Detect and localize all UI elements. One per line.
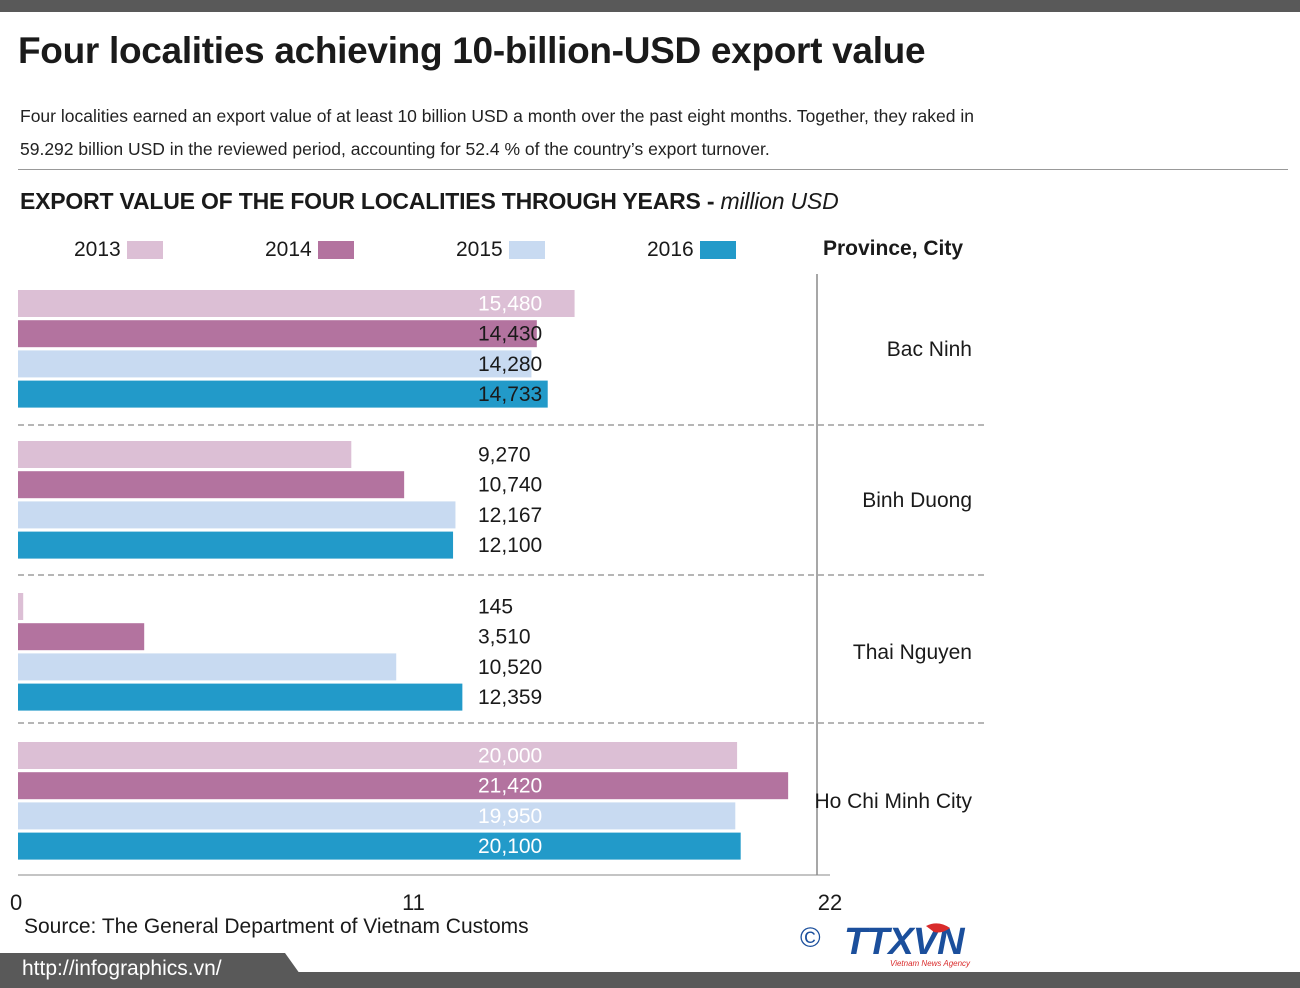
- bar-2013: [18, 742, 738, 769]
- chart-title-separator: -: [706, 188, 715, 214]
- logo-tagline: Vietnam News Agency: [890, 959, 971, 968]
- category-label: Bac Ninh: [887, 338, 972, 361]
- bar-2015: [18, 802, 736, 830]
- bar-2015: [18, 501, 456, 529]
- legend-item-2014: 2014: [265, 237, 354, 263]
- data-label: 21,420: [478, 775, 542, 798]
- footer-bar: [0, 972, 1300, 988]
- data-label: 3,510: [478, 626, 531, 649]
- bar-2015: [18, 653, 397, 681]
- top-bar: [0, 0, 1300, 12]
- bar-2015: [18, 350, 532, 378]
- legend-item-2015: 2015: [456, 237, 545, 263]
- bar-2016: [18, 832, 741, 860]
- legend-swatch: [699, 241, 736, 259]
- footer-url[interactable]: http://infographics.vn/: [22, 957, 222, 980]
- legend-label: 2013: [74, 238, 121, 261]
- x-tick-label: 0: [10, 890, 22, 915]
- data-label: 145: [478, 596, 513, 619]
- bar-2016: [18, 683, 463, 711]
- chart-title-text: EXPORT VALUE OF THE FOUR LOCALITIES THRO…: [20, 188, 701, 214]
- ttxvn-logo: TTXVN Vietnam News Agency: [844, 921, 971, 968]
- legend-item-2016: 2016: [647, 237, 736, 263]
- bar-2013: [18, 290, 575, 317]
- category-label: Binh Duong: [862, 489, 972, 512]
- bar-2016: [18, 380, 548, 408]
- data-label: 12,359: [478, 686, 542, 709]
- data-label: 20,000: [478, 745, 542, 768]
- bar-2014: [18, 471, 405, 499]
- category-label: Thai Nguyen: [853, 641, 972, 664]
- bar-2014: [18, 623, 145, 651]
- footer-tab: [0, 953, 310, 988]
- legend-label: 2016: [647, 238, 694, 261]
- divider: [18, 169, 1288, 170]
- data-label: 10,520: [478, 656, 542, 679]
- data-label: 15,480: [478, 293, 542, 316]
- source-note: Source: The General Department of Vietna…: [24, 915, 529, 938]
- data-label: 14,733: [478, 383, 542, 406]
- copyright-icon: ©: [800, 922, 821, 953]
- legend-swatch: [317, 241, 354, 259]
- page-subtitle: Four localities earned an export value o…: [20, 106, 974, 159]
- legend-label: 2014: [265, 238, 312, 261]
- data-label: 20,100: [478, 835, 542, 858]
- bar-2013: [18, 593, 24, 620]
- chart-title: EXPORT VALUE OF THE FOUR LOCALITIES THRO…: [20, 188, 839, 215]
- data-label: 12,100: [478, 534, 542, 557]
- legend-swatch: [508, 241, 545, 259]
- bar-2013: [18, 441, 352, 468]
- legend-item-2013: 2013: [74, 237, 163, 263]
- category-label: Ho Chi Minh City: [814, 790, 972, 813]
- legend-label: 2015: [456, 238, 503, 261]
- page-title: Four localities achieving 10-billion-USD…: [18, 30, 926, 71]
- data-label: 12,167: [478, 504, 542, 527]
- bar-2014: [18, 772, 789, 800]
- x-tick-label: 22: [818, 890, 842, 915]
- bar-2016: [18, 531, 454, 559]
- data-label: 10,740: [478, 474, 542, 497]
- data-label: 14,280: [478, 353, 542, 376]
- data-label: 9,270: [478, 444, 531, 467]
- chart-unit: million USD: [720, 188, 839, 214]
- legend-swatch: [126, 241, 163, 259]
- x-tick-label: 11: [402, 890, 425, 915]
- bar-2014: [18, 320, 537, 348]
- bar-chart: 15,480 14,430 14,280 14,733 Bac Ninh 9,270 10,…: [10, 274, 985, 915]
- data-label: 14,430: [478, 323, 542, 346]
- data-label: 19,950: [478, 805, 542, 828]
- category-header: Province, City: [823, 237, 964, 260]
